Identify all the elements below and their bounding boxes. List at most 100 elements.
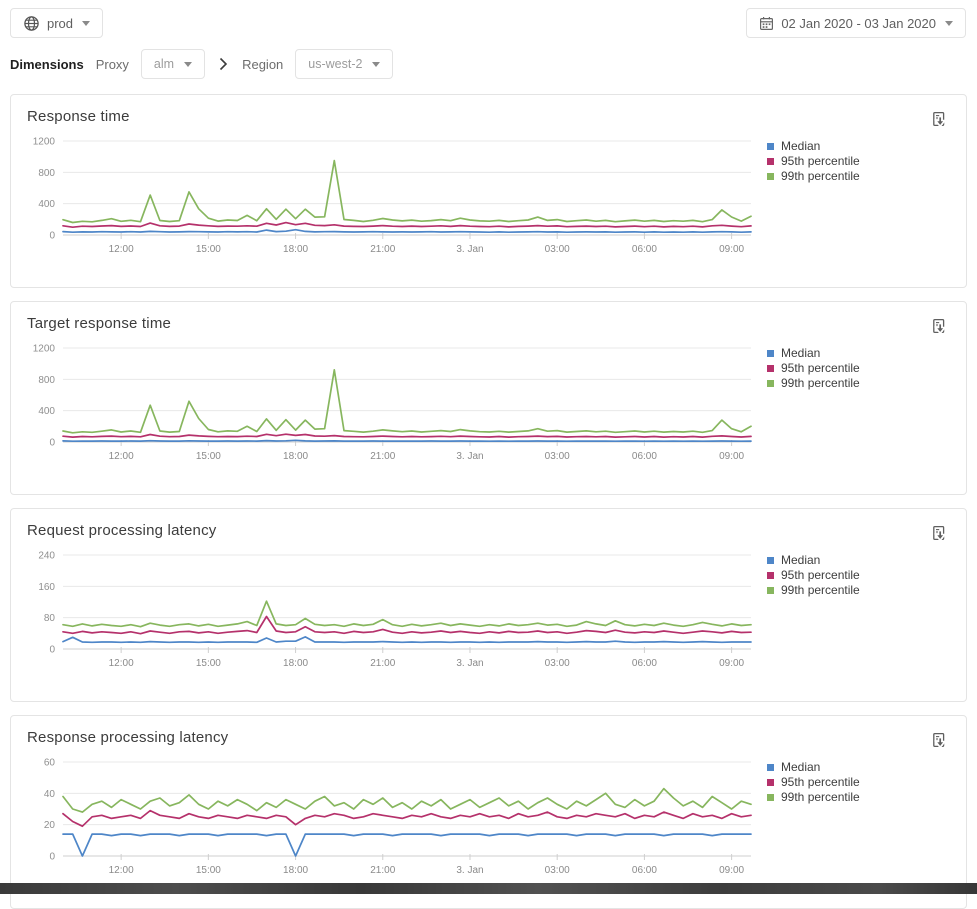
legend-swatch bbox=[767, 779, 774, 786]
x-tick-label: 12:00 bbox=[109, 244, 134, 255]
y-tick-label: 400 bbox=[38, 199, 55, 210]
legend-item-99th-percentile[interactable]: 99th percentile bbox=[767, 376, 860, 391]
series-line-median bbox=[62, 228, 752, 234]
series-line-99th-percentile bbox=[62, 600, 752, 628]
x-tick-label: 21:00 bbox=[370, 865, 395, 876]
legend-label: 99th percentile bbox=[781, 169, 860, 183]
legend-swatch bbox=[767, 143, 774, 150]
caret-down-icon bbox=[945, 20, 953, 26]
proxy-label: Proxy bbox=[95, 56, 129, 72]
x-tick-label: 09:00 bbox=[719, 865, 744, 876]
series-line-95th-percentile bbox=[62, 615, 752, 635]
card-target-response-time: Target response time 0 400 800 1200 12:00 15:… bbox=[10, 301, 967, 495]
line-chart-response-time: 0 400 800 1200 12:00 15:00 18:00 21:00 3. Jan 03:… bbox=[33, 137, 752, 255]
date-range-dropdown[interactable]: 02 Jan 2020 - 03 Jan 2020 bbox=[746, 8, 966, 38]
y-tick-label: 240 bbox=[38, 551, 55, 562]
export-report-button[interactable] bbox=[930, 111, 947, 129]
legend-item-95th-percentile[interactable]: 95th percentile bbox=[767, 361, 860, 376]
legend-label: Median bbox=[781, 139, 821, 153]
y-tick-label: 0 bbox=[49, 852, 55, 863]
x-tick-label: 15:00 bbox=[196, 865, 221, 876]
y-tick-label: 0 bbox=[49, 231, 55, 242]
series-line-median bbox=[62, 439, 752, 443]
legend-item-99th-percentile[interactable]: 99th percentile bbox=[767, 583, 860, 598]
date-range-label: 02 Jan 2020 - 03 Jan 2020 bbox=[781, 15, 936, 31]
calendar-icon bbox=[760, 16, 774, 30]
y-tick-label: 1200 bbox=[33, 344, 56, 355]
download-report-icon bbox=[933, 318, 947, 335]
legend-label: 95th percentile bbox=[781, 568, 860, 582]
x-tick-label: 18:00 bbox=[283, 865, 308, 876]
x-tick-label: 21:00 bbox=[370, 244, 395, 255]
region-label: Region bbox=[242, 56, 284, 72]
x-tick-label: 21:00 bbox=[370, 451, 395, 462]
series-line-99th-percentile bbox=[62, 159, 752, 224]
x-tick-label: 3. Jan bbox=[456, 658, 483, 669]
series-line-95th-percentile bbox=[62, 221, 752, 229]
legend-label: 99th percentile bbox=[781, 583, 860, 597]
card-response-processing-latency: Response processing latency 0 20 40 60 12:00… bbox=[10, 715, 967, 909]
chart-title: Response processing latency bbox=[27, 729, 229, 746]
dimensions-heading: Dimensions bbox=[10, 56, 84, 72]
x-tick-label: 06:00 bbox=[632, 658, 657, 669]
chart-legend: Median 95th percentile 99th percentile bbox=[767, 346, 860, 391]
chevron-right-icon bbox=[219, 57, 228, 71]
x-tick-label: 03:00 bbox=[545, 244, 570, 255]
legend-swatch bbox=[767, 365, 774, 372]
legend-item-median[interactable]: Median bbox=[767, 139, 860, 154]
line-chart-target-response-time: 0 400 800 1200 12:00 15:00 18:00 21:00 3. Jan 03:… bbox=[33, 344, 752, 462]
legend-label: Median bbox=[781, 553, 821, 567]
legend-swatch bbox=[767, 794, 774, 801]
legend-label: 99th percentile bbox=[781, 790, 860, 804]
x-tick-label: 12:00 bbox=[109, 451, 134, 462]
environment-label: prod bbox=[47, 15, 74, 31]
caret-down-icon bbox=[82, 20, 91, 26]
legend-swatch bbox=[767, 350, 774, 357]
legend-item-95th-percentile[interactable]: 95th percentile bbox=[767, 775, 860, 790]
legend-item-median[interactable]: Median bbox=[767, 553, 860, 568]
export-report-button[interactable] bbox=[930, 318, 947, 336]
x-tick-label: 12:00 bbox=[109, 865, 134, 876]
legend-swatch bbox=[767, 557, 774, 564]
legend-item-95th-percentile[interactable]: 95th percentile bbox=[767, 154, 860, 169]
legend-item-median[interactable]: Median bbox=[767, 760, 860, 775]
export-report-button[interactable] bbox=[930, 732, 947, 750]
legend-label: Median bbox=[781, 760, 821, 774]
x-tick-label: 09:00 bbox=[719, 451, 744, 462]
legend-swatch bbox=[767, 158, 774, 165]
x-tick-label: 18:00 bbox=[283, 451, 308, 462]
y-tick-label: 800 bbox=[38, 375, 55, 386]
x-tick-label: 06:00 bbox=[632, 865, 657, 876]
legend-item-95th-percentile[interactable]: 95th percentile bbox=[767, 568, 860, 583]
download-report-icon bbox=[933, 111, 947, 128]
x-tick-label: 06:00 bbox=[632, 451, 657, 462]
x-tick-label: 15:00 bbox=[196, 244, 221, 255]
export-report-button[interactable] bbox=[930, 525, 947, 543]
globe-icon bbox=[24, 15, 39, 31]
x-tick-label: 18:00 bbox=[283, 658, 308, 669]
x-tick-label: 03:00 bbox=[545, 865, 570, 876]
download-report-icon bbox=[933, 732, 947, 749]
y-tick-label: 160 bbox=[38, 582, 55, 593]
y-tick-label: 0 bbox=[49, 645, 55, 656]
region-dropdown[interactable]: us-west-2 bbox=[295, 49, 394, 79]
legend-swatch bbox=[767, 764, 774, 771]
x-tick-label: 15:00 bbox=[196, 658, 221, 669]
download-report-icon bbox=[933, 525, 947, 542]
legend-item-median[interactable]: Median bbox=[767, 346, 860, 361]
y-tick-label: 800 bbox=[38, 168, 55, 179]
series-line-95th-percentile bbox=[62, 433, 752, 438]
legend-item-99th-percentile[interactable]: 99th percentile bbox=[767, 169, 860, 184]
x-tick-label: 3. Jan bbox=[456, 865, 483, 876]
x-tick-label: 03:00 bbox=[545, 451, 570, 462]
chart-title: Response time bbox=[27, 108, 130, 125]
legend-label: Median bbox=[781, 346, 821, 360]
legend-item-99th-percentile[interactable]: 99th percentile bbox=[767, 790, 860, 805]
chart-legend: Median 95th percentile 99th percentile bbox=[767, 553, 860, 598]
proxy-dropdown[interactable]: alm bbox=[140, 49, 206, 79]
x-tick-label: 12:00 bbox=[109, 658, 134, 669]
card-request-processing-latency: Request processing latency 0 80 160 240 12:0… bbox=[10, 508, 967, 702]
environment-dropdown[interactable]: prod bbox=[10, 8, 104, 38]
y-tick-label: 80 bbox=[44, 613, 56, 624]
series-line-99th-percentile bbox=[62, 787, 752, 813]
